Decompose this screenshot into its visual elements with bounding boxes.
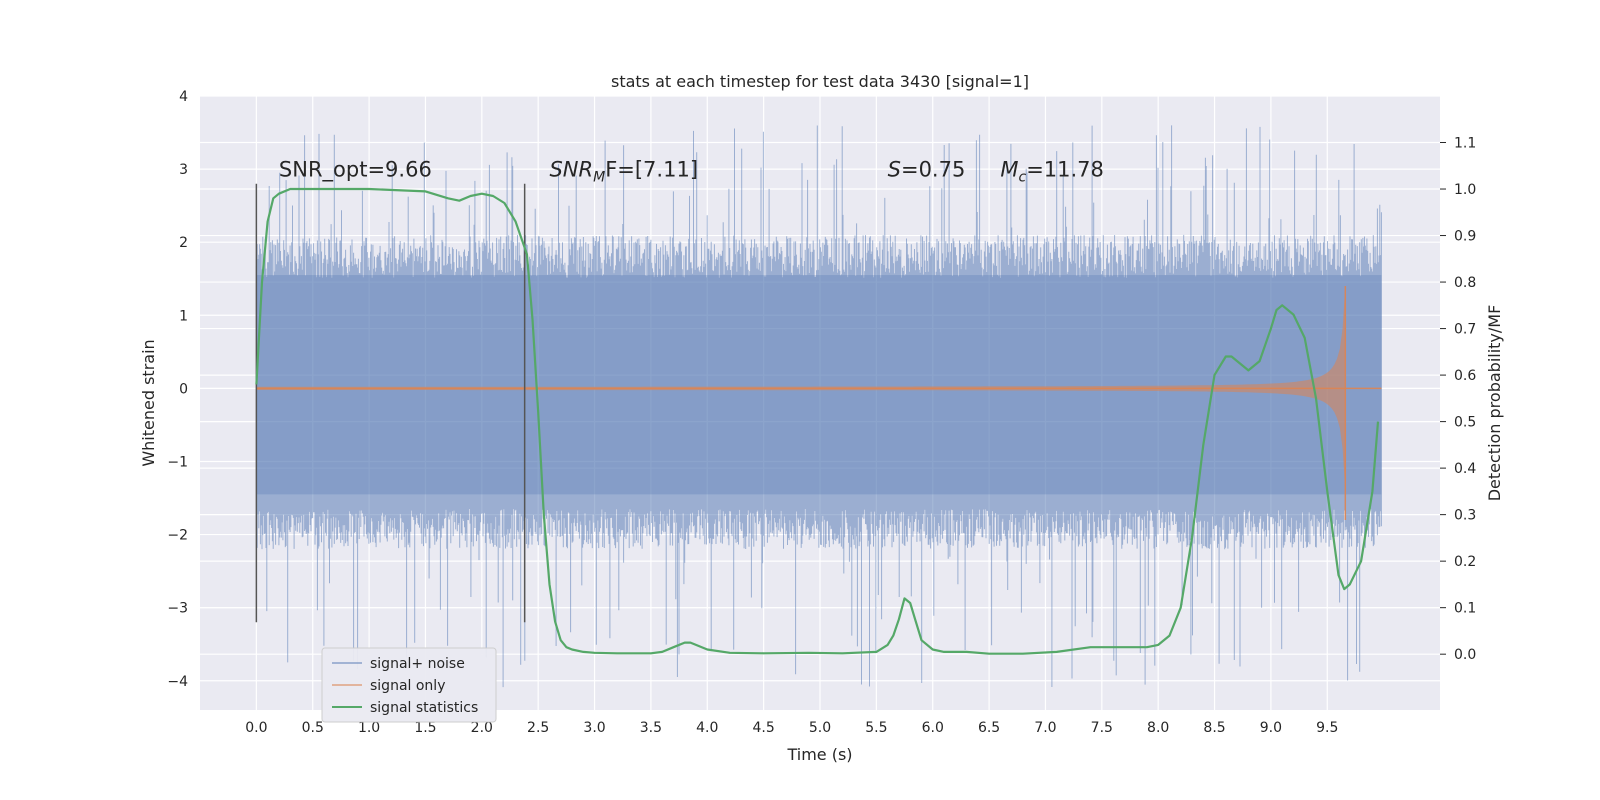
annotation-s-value: S=0.75 <box>888 157 966 181</box>
annotation-snr-mf: SNRMF=[7.11] <box>549 157 698 185</box>
signal-statistics-series <box>255 187 1380 655</box>
legend-label-stats: signal statistics <box>370 700 478 716</box>
y2-tick-label: 0.9 <box>1454 229 1476 245</box>
y-tick-label: 2 <box>179 235 188 251</box>
y2-tick-label: 0.5 <box>1454 415 1476 431</box>
x-tick-label: 0.0 <box>245 720 267 736</box>
legend-label-noise: signal+ noise <box>370 656 465 672</box>
y2-tick-label: 0.0 <box>1454 647 1476 663</box>
x-tick-label: 9.0 <box>1260 720 1282 736</box>
y-tick-label: 4 <box>179 89 188 105</box>
legend-label-signal: signal only <box>370 678 445 694</box>
y-tick-label: 1 <box>179 308 188 324</box>
x-ticks: 0.0 0.5 1.0 1.5 2.0 2.5 3.0 3.5 4.0 4.5 5.0 5.5 6.0 6… <box>245 720 1338 736</box>
y-tick-label: 0 <box>179 381 188 397</box>
y2-tick-label: 0.4 <box>1454 461 1476 477</box>
y-tick-label: −3 <box>167 601 188 617</box>
annotations: SNR_opt=9.66 SNRMF=[7.11] S=0.75 Mc=11.78 <box>279 157 1104 185</box>
vertical-markers <box>255 183 526 623</box>
x-tick-label: 3.0 <box>583 720 605 736</box>
y2-tick-label: 1.0 <box>1454 182 1476 198</box>
y-axis-label: Whitened strain <box>139 339 158 466</box>
y2-tick-label: 0.2 <box>1454 554 1476 570</box>
x-tick-label: 6.5 <box>978 720 1000 736</box>
y2-ticks: 1.1 1.0 0.9 0.8 0.7 0.6 0.5 0.4 0.3 0.2 0.1 0.0 <box>1440 136 1476 663</box>
x-tick-label: 3.5 <box>640 720 662 736</box>
y2-tick-label: 0.6 <box>1454 368 1476 384</box>
x-tick-label: 2.5 <box>527 720 549 736</box>
y2-axis-label: Detection probability/MF <box>1485 305 1504 502</box>
signal-noise-series <box>255 125 1382 688</box>
x-tick-label: 1.5 <box>414 720 436 736</box>
y2-tick-label: 0.7 <box>1454 322 1476 338</box>
x-tick-label: 8.5 <box>1203 720 1225 736</box>
y2-tick-label: 0.1 <box>1454 601 1476 617</box>
legend-box <box>321 647 497 723</box>
annotation-chirp-mass: Mc=11.78 <box>1000 157 1104 185</box>
stats-line <box>255 187 1380 655</box>
x-tick-label: 8.0 <box>1147 720 1169 736</box>
legend: signal+ noise signal only signal statist… <box>321 647 497 723</box>
chart-title: stats at each timestep for test data 343… <box>611 72 1029 91</box>
y-tick-label: −4 <box>167 674 188 690</box>
x-tick-label: 4.5 <box>753 720 775 736</box>
y-ticks: 4 3 2 1 0 −1 −2 −3 −4 <box>167 89 188 690</box>
x-tick-label: 6.0 <box>922 720 944 736</box>
x-tick-label: 0.5 <box>302 720 324 736</box>
x-tick-label: 2.0 <box>471 720 493 736</box>
x-tick-label: 7.5 <box>1091 720 1113 736</box>
x-tick-label: 7.0 <box>1034 720 1056 736</box>
annotation-snr-opt: SNR_opt=9.66 <box>279 157 432 182</box>
y-tick-label: −1 <box>167 454 188 470</box>
y2-tick-label: 0.3 <box>1454 508 1476 524</box>
x-tick-label: 5.5 <box>865 720 887 736</box>
noise-core <box>256 275 1382 495</box>
y-tick-label: −2 <box>167 528 188 544</box>
x-tick-label: 1.0 <box>358 720 380 736</box>
x-tick-label: 9.5 <box>1316 720 1338 736</box>
y-tick-label: 3 <box>179 162 188 178</box>
y2-tick-label: 0.8 <box>1454 275 1476 291</box>
x-tick-label: 5.0 <box>809 720 831 736</box>
x-axis-label: Time (s) <box>786 745 852 764</box>
signal-only-series <box>256 286 1382 520</box>
y2-tick-label: 1.1 <box>1454 136 1476 152</box>
x-tick-label: 4.0 <box>696 720 718 736</box>
